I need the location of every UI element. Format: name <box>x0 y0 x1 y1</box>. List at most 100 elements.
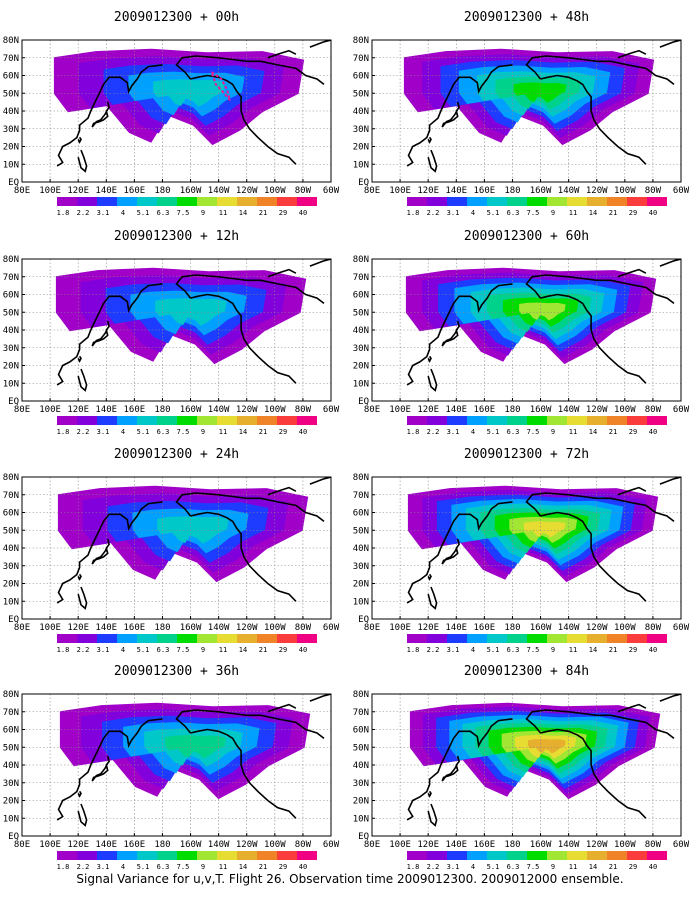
y-tick-label: 60N <box>353 509 369 519</box>
colorbar-swatch <box>447 634 467 643</box>
colorbar-label: 40 <box>649 646 657 654</box>
colorbar-label: 11 <box>569 428 577 436</box>
y-tick-label: 60N <box>3 509 19 519</box>
coastline <box>659 40 681 48</box>
y-tick-label: 30N <box>353 125 369 135</box>
y-tick-label: 80N <box>353 36 369 46</box>
x-tick-label: 140E <box>95 186 117 196</box>
colorbar-swatch <box>527 416 547 425</box>
colorbar-swatch <box>237 197 257 206</box>
colorbar-label: 2.2 <box>427 646 440 654</box>
colorbar-swatch <box>607 416 627 425</box>
x-tick-label: 140E <box>445 405 467 415</box>
x-tick-label: 180 <box>504 186 520 196</box>
colorbar-swatch <box>427 416 447 425</box>
colorbar-swatch <box>547 416 567 425</box>
colorbar-swatch <box>277 197 297 206</box>
colorbar-label: 3.1 <box>97 646 110 654</box>
y-tick-label: 80N <box>3 690 19 700</box>
colorbar-swatch <box>137 197 157 206</box>
colorbar-label: 4 <box>471 209 475 217</box>
colorbar-label: 4 <box>121 646 125 654</box>
x-tick-label: 100E <box>39 623 61 633</box>
colorbar-label: 21 <box>259 209 267 217</box>
y-tick-label: 30N <box>3 562 19 572</box>
coastline <box>441 538 460 565</box>
panel-2: 2009012300 + 24h EQ 10N 20N 30N 40N 50N 60N 70N 8… <box>3 447 340 654</box>
colorbar-swatch <box>177 634 197 643</box>
x-tick-label: 60W <box>323 840 340 850</box>
contour-level-9 <box>528 739 566 754</box>
colorbar-swatch <box>57 197 77 206</box>
colorbar-swatch <box>217 197 237 206</box>
colorbar-label: 1.8 <box>407 209 420 217</box>
colorbar-swatch <box>487 634 507 643</box>
x-tick-label: 160W <box>530 840 552 850</box>
panel-3: 2009012300 + 36h EQ 10N 20N 30N 40N 50N 60N 70N 8… <box>3 664 340 871</box>
y-tick-label: 40N <box>353 107 369 117</box>
colorbar-label: 40 <box>649 209 657 217</box>
y-tick-label: 10N <box>353 597 369 607</box>
x-tick-label: 100E <box>39 186 61 196</box>
y-tick-label: 80N <box>3 473 19 483</box>
coastline <box>617 268 647 278</box>
colorbar-label: 11 <box>219 209 227 217</box>
y-tick-label: 10N <box>353 160 369 170</box>
colorbar-label: 11 <box>569 646 577 654</box>
coastline <box>175 55 325 86</box>
panel-title: 2009012300 + 12h <box>114 229 239 244</box>
colorbar-label: 29 <box>629 646 637 654</box>
colorbar-swatch <box>177 197 197 206</box>
colorbar-swatch <box>157 851 177 860</box>
y-tick-label: 40N <box>3 326 19 336</box>
x-tick-label: 140W <box>208 405 230 415</box>
x-tick-label: 160E <box>124 623 146 633</box>
x-tick-label: 120E <box>67 623 89 633</box>
coastline <box>77 355 82 363</box>
colorbar-label: 3.1 <box>97 863 110 871</box>
colorbar-label: 5.1 <box>487 646 500 654</box>
coastlines <box>56 40 331 173</box>
coastline <box>406 718 513 821</box>
colorbar-label: 11 <box>569 863 577 871</box>
colorbar-swatch <box>57 634 77 643</box>
colorbar-label: 4 <box>121 428 125 436</box>
coastline <box>309 259 331 267</box>
colorbar-swatch <box>257 416 277 425</box>
colorbar-swatch <box>467 634 487 643</box>
x-tick-label: 180 <box>154 186 170 196</box>
colorbar-label: 11 <box>219 646 227 654</box>
y-tick-label: 20N <box>353 362 369 372</box>
colorbar-swatch <box>647 851 667 860</box>
colorbar-swatch <box>77 416 97 425</box>
y-tick-label: 40N <box>353 544 369 554</box>
y-tick-label: 60N <box>353 291 369 301</box>
x-tick-label: 60W <box>323 405 340 415</box>
x-tick-label: 120W <box>586 623 608 633</box>
coastline <box>77 149 88 173</box>
colorbar-label: 29 <box>629 209 637 217</box>
colorbar-swatch <box>487 851 507 860</box>
contour-level-8 <box>523 521 566 538</box>
coastline <box>525 55 675 86</box>
y-tick-label: 20N <box>353 143 369 153</box>
coastline <box>77 573 82 581</box>
colorbar-label: 3.1 <box>97 428 110 436</box>
x-tick-label: 160E <box>474 840 496 850</box>
colorbar-label: 14 <box>239 863 247 871</box>
colorbar-label: 14 <box>239 428 247 436</box>
contour-level-5 <box>165 735 226 759</box>
colorbar-swatch <box>177 416 197 425</box>
x-tick-label: 100E <box>39 405 61 415</box>
colorbar-swatch <box>587 416 607 425</box>
coastline <box>525 709 675 740</box>
panel-title: 2009012300 + 24h <box>114 447 239 462</box>
colorbar-swatch <box>587 851 607 860</box>
colorbar-swatch <box>547 634 567 643</box>
colorbar-swatch <box>647 634 667 643</box>
colorbar-label: 40 <box>299 428 307 436</box>
colorbar-label: 6.3 <box>507 863 520 871</box>
colorbar-swatch <box>527 197 547 206</box>
coastline <box>406 501 513 604</box>
